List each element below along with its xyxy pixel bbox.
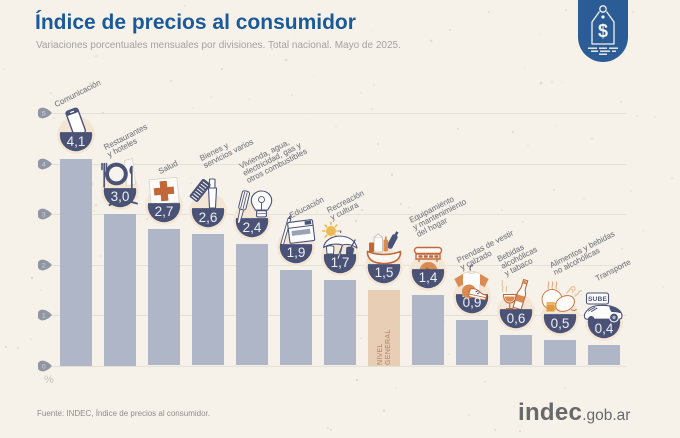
svg-text:3: 3 bbox=[42, 211, 46, 218]
svg-text:$: $ bbox=[598, 21, 608, 41]
svg-text:SUBE: SUBE bbox=[588, 296, 608, 303]
svg-text:1: 1 bbox=[42, 312, 46, 319]
svg-text:2: 2 bbox=[42, 262, 46, 269]
svg-text:4: 4 bbox=[42, 161, 46, 168]
svg-text:5: 5 bbox=[42, 110, 46, 117]
svg-text:0: 0 bbox=[42, 363, 46, 370]
